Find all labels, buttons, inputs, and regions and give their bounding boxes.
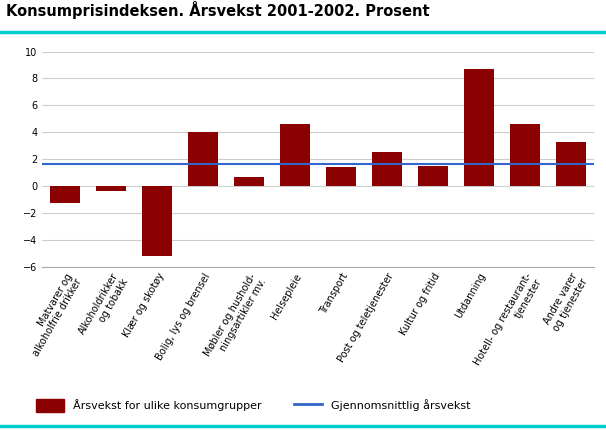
Bar — [96, 186, 126, 191]
Bar — [556, 141, 586, 186]
Bar — [280, 124, 310, 186]
Text: Konsumprisindeksen. Årsvekst 2001-2002. Prosent: Konsumprisindeksen. Årsvekst 2001-2002. … — [6, 1, 430, 19]
Bar — [418, 166, 448, 186]
Bar — [464, 69, 494, 186]
Bar — [188, 132, 218, 186]
Legend: Årsvekst for ulike konsumgrupper, Gjennomsnittlig årsvekst: Årsvekst for ulike konsumgrupper, Gjenno… — [36, 399, 471, 412]
Bar — [142, 186, 172, 256]
Bar — [326, 167, 356, 186]
Bar — [50, 186, 81, 203]
Bar — [510, 124, 540, 186]
Bar — [372, 152, 402, 186]
Bar — [235, 177, 264, 186]
